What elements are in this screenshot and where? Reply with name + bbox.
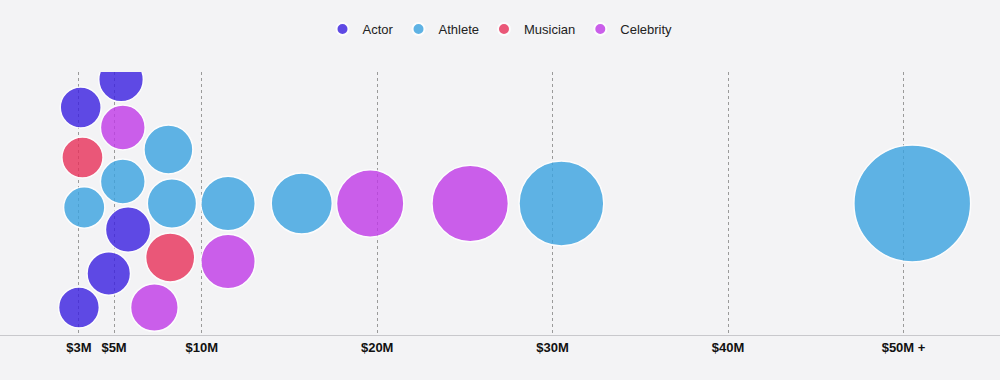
svg-text:$30M: $30M xyxy=(536,340,569,355)
svg-text:$10M: $10M xyxy=(185,340,218,355)
svg-text:$20M: $20M xyxy=(361,340,394,355)
svg-text:$50M +: $50M + xyxy=(882,340,926,355)
svg-text:Celebrity: Celebrity xyxy=(620,22,672,37)
svg-text:$5M: $5M xyxy=(101,340,126,355)
svg-text:Athlete: Athlete xyxy=(439,22,479,37)
svg-text:$40M: $40M xyxy=(712,340,745,355)
svg-text:Musician: Musician xyxy=(524,22,575,37)
svg-text:Actor: Actor xyxy=(363,22,394,37)
svg-text:$3M: $3M xyxy=(66,340,91,355)
